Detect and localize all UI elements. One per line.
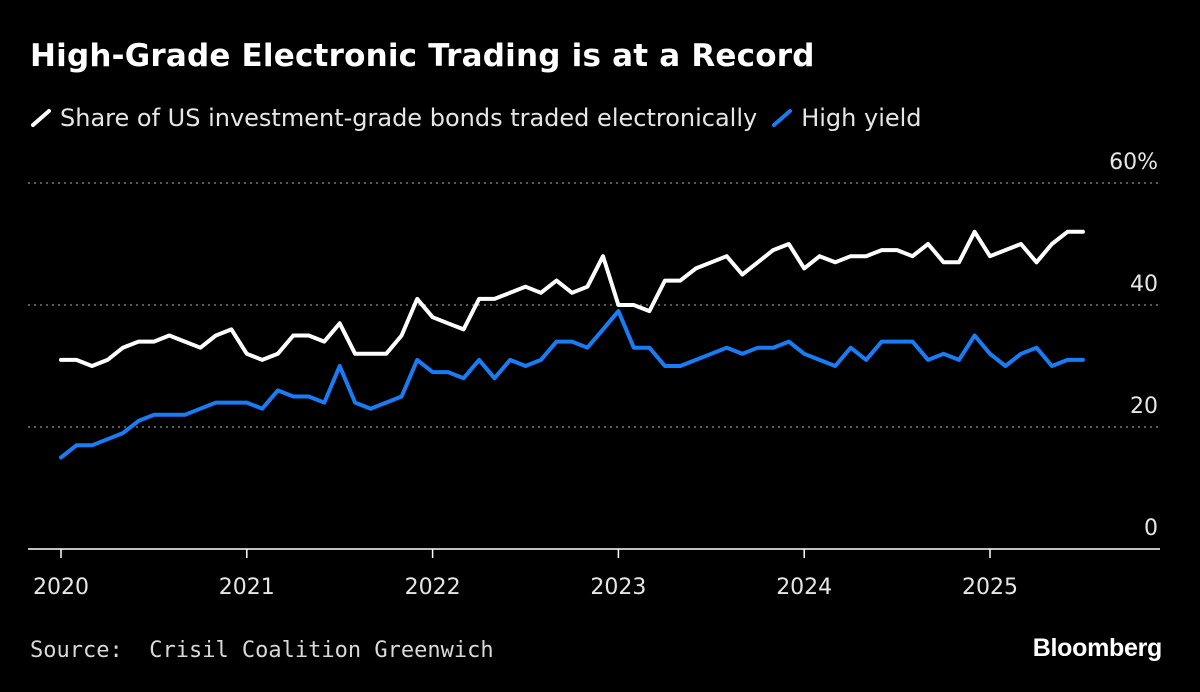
legend-swatch-hy (772, 109, 793, 127)
y-tick-label: 0 (1144, 516, 1158, 541)
y-tick-label: 60% (1109, 150, 1158, 175)
legend-item-ig: Share of US investment-grade bonds trade… (30, 104, 757, 132)
chart-title: High-Grade Electronic Trading is at a Re… (30, 38, 815, 74)
legend-item-hy: High yield (771, 104, 922, 132)
legend: Share of US investment-grade bonds trade… (30, 104, 936, 132)
x-tick-label: 2022 (405, 575, 461, 600)
x-tick-label: 2025 (962, 575, 1018, 600)
legend-label-hy: High yield (801, 104, 922, 132)
x-tick-label: 2023 (590, 575, 646, 600)
source-note: Source: Crisil Coalition Greenwich (30, 638, 494, 663)
y-tick-label: 20 (1130, 394, 1158, 419)
legend-swatch-ig (31, 109, 51, 127)
x-tick-label: 2024 (776, 575, 832, 600)
source-label: Source: (30, 638, 123, 663)
series-line-high-yield (59, 309, 1085, 460)
series-line-investment-grade (59, 229, 1085, 368)
x-tick-label: 2020 (33, 575, 89, 600)
legend-label-ig: Share of US investment-grade bonds trade… (60, 104, 758, 132)
x-tick-label: 2021 (219, 575, 275, 600)
bloomberg-logo: Bloomberg (1032, 634, 1163, 662)
source-text: Crisil Coalition Greenwich (149, 638, 494, 663)
y-tick-label: 40 (1130, 272, 1158, 297)
